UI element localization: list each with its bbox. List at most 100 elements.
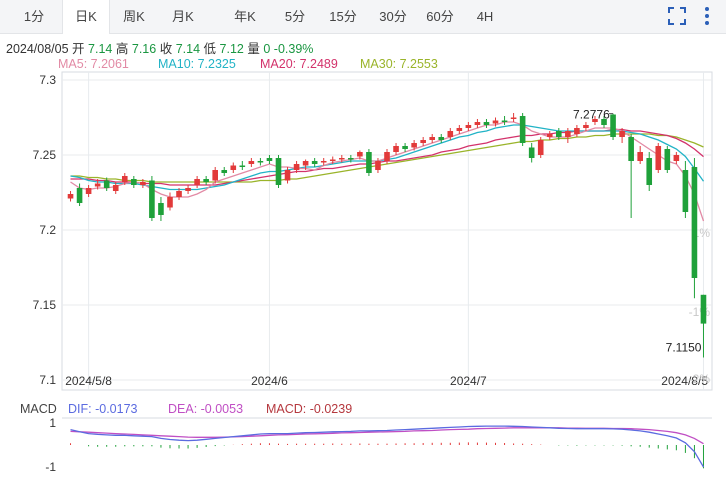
candle-body	[284, 170, 291, 181]
tab-6[interactable]: 15分	[329, 9, 357, 24]
volume-value: 0	[263, 42, 271, 56]
tab-7[interactable]: 30分	[379, 9, 407, 24]
candle-body	[565, 131, 571, 137]
candle-body	[492, 120, 499, 124]
ohlc-info: 2024/08/05 开 7.14 高 7.16 收 7.14 低 7.12 量…	[6, 38, 313, 57]
candle-body	[637, 152, 643, 161]
tab-5[interactable]: 5分	[284, 9, 306, 24]
tab-8[interactable]: 60分	[426, 9, 454, 24]
y-tick-label: 7.3	[39, 73, 56, 87]
candle-body	[628, 137, 634, 161]
low-value: 7.12	[219, 42, 244, 56]
candle-body	[510, 117, 517, 119]
candle-body	[366, 152, 372, 173]
candle-body	[438, 137, 445, 140]
candle-body	[302, 161, 309, 166]
candle-body	[257, 161, 264, 163]
candle-body	[646, 158, 653, 185]
candle-body	[103, 180, 110, 188]
ma10-legend: MA10: 7.2325	[158, 57, 236, 71]
macd-title: MACD	[20, 402, 57, 416]
candle-body	[357, 152, 363, 157]
y-tick-label: 7.1	[39, 373, 56, 387]
close-value: 7.14	[175, 42, 201, 56]
candle-body	[429, 137, 436, 140]
candle-body	[574, 128, 580, 134]
x-tick-label: 2024/5/8	[65, 374, 112, 388]
candle-body	[76, 188, 83, 203]
candle-body	[348, 158, 354, 160]
macd-y-tick: 1	[49, 416, 56, 430]
low-label: 低	[203, 42, 217, 56]
pct-tick-label: -1%	[689, 305, 711, 319]
candle-body	[275, 158, 282, 185]
candle-body	[167, 197, 173, 208]
candle-body	[112, 185, 119, 191]
candle-body	[293, 164, 300, 170]
candle-body	[691, 167, 698, 278]
x-tick-label: 2024/6	[251, 374, 288, 388]
candle-body	[583, 125, 589, 128]
candle-body	[655, 146, 662, 170]
tab-1[interactable]: 日K	[62, 0, 110, 34]
high-annotation: 7.2776	[573, 108, 610, 122]
candle-body	[501, 120, 508, 122]
candle-body	[266, 158, 273, 161]
candle-body	[203, 179, 209, 182]
candle-body	[176, 191, 182, 197]
candle-body	[682, 170, 689, 212]
open-value: 7.14	[88, 42, 113, 56]
candle-body	[185, 188, 191, 191]
candle-body	[67, 194, 74, 199]
candle-body	[537, 140, 544, 155]
macd-legend: MACD: -0.0239	[266, 402, 353, 416]
tab-9[interactable]: 4H	[476, 9, 494, 24]
candle-body	[673, 155, 680, 161]
candle-body	[230, 165, 237, 170]
macd-y-tick: -1	[45, 460, 56, 474]
y-tick-label: 7.15	[33, 298, 57, 312]
tab-4[interactable]: 年K	[234, 9, 256, 24]
candle-body	[121, 176, 128, 182]
volume-label: 量	[247, 42, 260, 56]
candle-body	[384, 152, 390, 161]
candle-body	[320, 161, 327, 163]
candle-body	[456, 128, 463, 131]
dif-legend: DIF: -0.0173	[68, 402, 138, 416]
period-tabs: 1分 日K 周K 月K 年K 5分 15分 30分 60分 4H	[0, 0, 726, 34]
candle-body	[140, 182, 146, 185]
candle-body	[420, 140, 426, 143]
candle-body	[94, 183, 101, 187]
close-label: 收	[159, 42, 173, 56]
change-value: -0.39%	[273, 42, 314, 56]
y-tick-label: 7.25	[33, 148, 57, 162]
candle-body	[610, 114, 616, 137]
more-options-icon[interactable]	[698, 5, 716, 27]
candle-body	[194, 179, 200, 185]
tab-2[interactable]: 周K	[123, 9, 145, 24]
tab-3[interactable]: 月K	[172, 9, 194, 24]
ma30-legend: MA30: 7.2553	[360, 57, 438, 71]
fullscreen-icon[interactable]	[668, 7, 686, 25]
candle-body	[375, 161, 381, 170]
candle-body	[149, 180, 155, 218]
candle-body	[592, 119, 598, 122]
candle-body	[239, 165, 246, 167]
y-tick-label: 7.2	[39, 223, 56, 237]
candle-body	[212, 170, 219, 181]
ma20-legend: MA20: 7.2489	[260, 57, 338, 71]
candle-body	[528, 147, 535, 158]
low-annotation: 7.1150	[666, 341, 702, 355]
candle-body	[85, 188, 92, 194]
candle-body	[131, 179, 137, 185]
tab-0[interactable]: 1分	[23, 9, 45, 24]
candle-body	[329, 159, 336, 161]
candle-body	[248, 161, 255, 164]
high-label: 高	[115, 42, 129, 56]
candle-body	[474, 122, 481, 125]
candle-body	[601, 119, 607, 125]
dif-line	[70, 425, 705, 468]
candle-body	[311, 161, 318, 164]
candle-body	[338, 158, 345, 160]
